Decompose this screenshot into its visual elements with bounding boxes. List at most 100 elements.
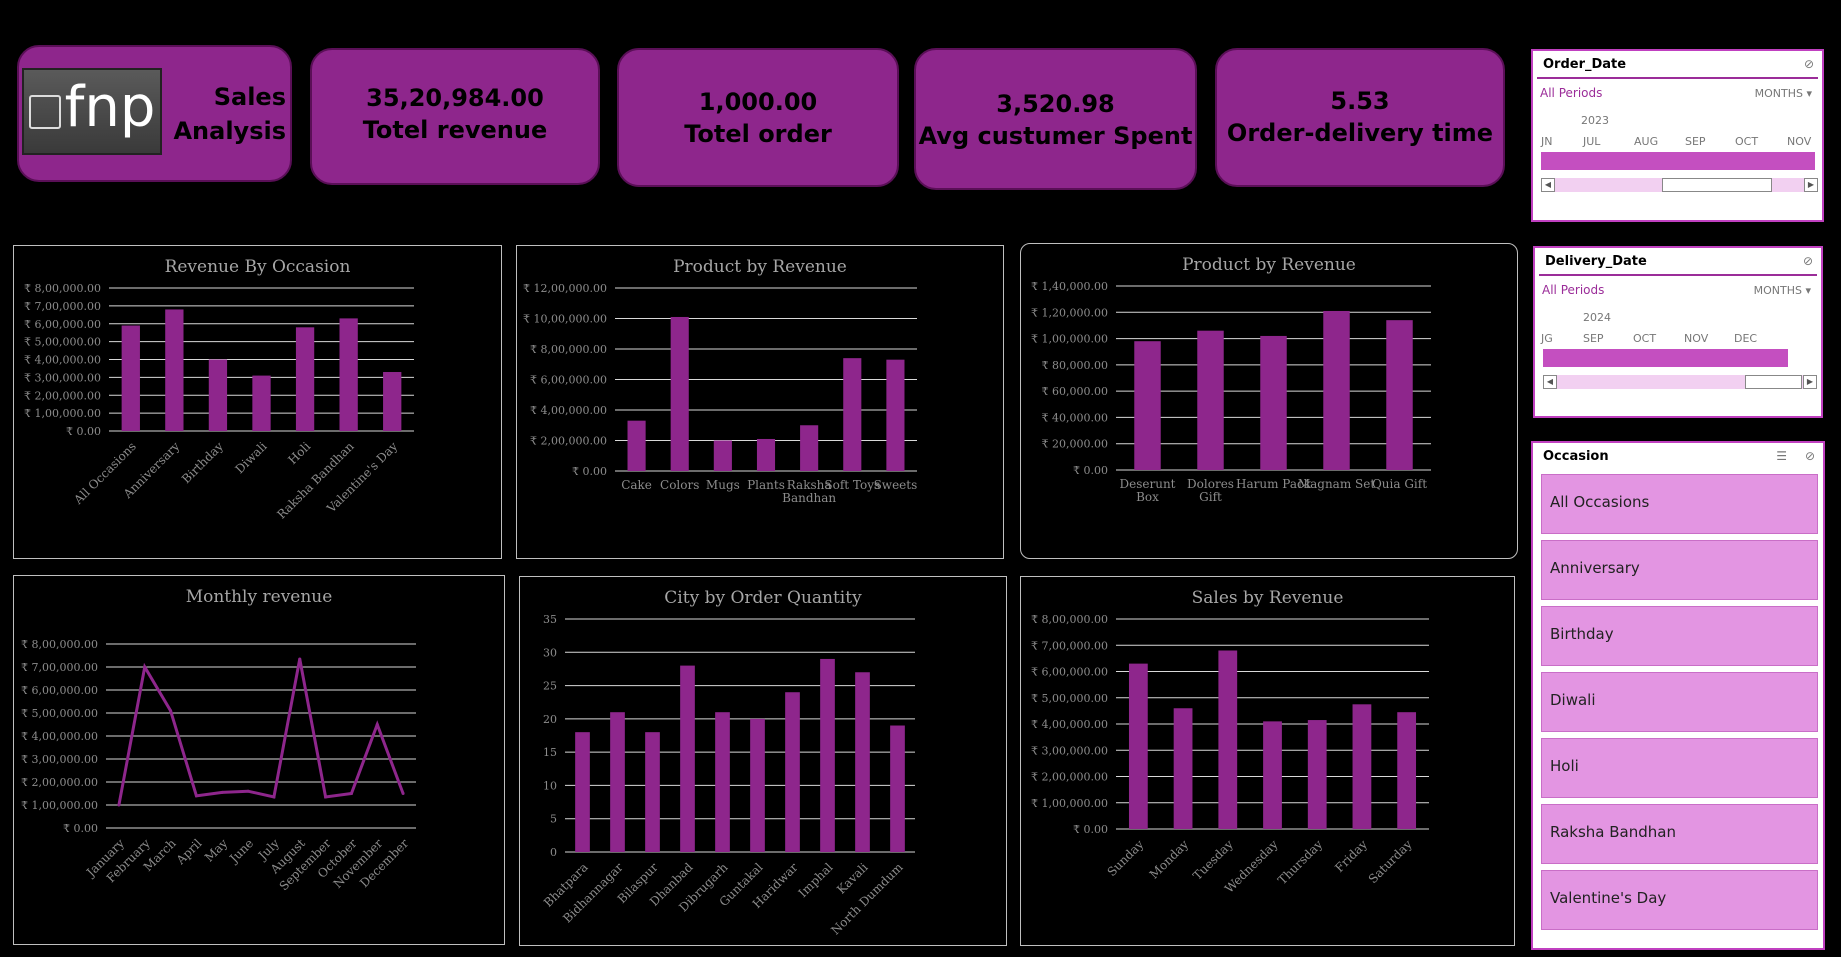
bar — [890, 725, 905, 852]
month-label: JN — [1541, 135, 1553, 148]
occasion-item[interactable]: All Occasions — [1541, 474, 1818, 534]
all-periods-label[interactable]: All Periods — [1542, 283, 1605, 297]
all-periods-label[interactable]: All Periods — [1540, 86, 1603, 100]
x-tick-label: May — [202, 836, 231, 865]
chart-product-by-revenue[interactable]: Product by Revenue ₹ 0.00 ₹ 2,00,000.00 ₹ 4… — [516, 245, 1004, 559]
data-point — [246, 789, 250, 793]
y-tick-label: ₹ 0.00 — [63, 822, 98, 835]
bar — [843, 358, 862, 471]
x-tick-label: Mugs — [706, 478, 740, 492]
bar — [1128, 663, 1148, 829]
scroll-right-icon[interactable]: ▶ — [1803, 375, 1817, 389]
time-level-dropdown[interactable]: MONTHS ▾ — [1754, 284, 1811, 297]
slicer-order-date[interactable]: Order_Date ⊘ All Periods MONTHS ▾ 2023 J… — [1531, 49, 1824, 222]
y-tick-label: ₹ 6,00,000.00 — [21, 684, 98, 697]
y-tick-label: 15 — [543, 746, 557, 759]
data-point — [117, 803, 121, 807]
time-level-label: MONTHS — [1754, 87, 1803, 100]
chevron-down-icon: ▾ — [1805, 284, 1811, 297]
y-tick-label: ₹ 8,00,000.00 — [21, 638, 98, 651]
slicer-occasion[interactable]: Occasion ☰ ⊘ All Occasions Anniversary B… — [1531, 441, 1825, 950]
bar — [121, 325, 140, 431]
timeline-bar[interactable] — [1541, 152, 1815, 170]
clear-filter-icon[interactable]: ⊘ — [1802, 254, 1813, 268]
chart-revenue-by-occasion[interactable]: Revenue By Occasion ₹ 0.00 ₹ 1,00,000.00 ₹ … — [13, 245, 502, 559]
occasion-item[interactable]: Valentine's Day — [1541, 870, 1818, 930]
x-tick-label: Dolores Gift — [1187, 477, 1234, 504]
chart-city-by-order-quantity[interactable]: City by Order Quantity 0 5 10 15 20 25 30 35 Bhat… — [519, 576, 1007, 946]
y-tick-label: ₹ 2,00,000.00 — [21, 776, 98, 789]
occasion-item[interactable]: Birthday — [1541, 606, 1818, 666]
bar — [886, 359, 905, 471]
y-tick-label: ₹ 4,00,000.00 — [21, 730, 98, 743]
title-line1: Sales — [213, 83, 286, 111]
bar — [252, 375, 271, 431]
time-level-label: MONTHS — [1753, 284, 1802, 297]
clear-filter-icon[interactable]: ⊘ — [1804, 449, 1815, 463]
bar — [713, 440, 732, 471]
x-tick-label: Plants — [747, 478, 785, 492]
y-tick-label: ₹ 6,00,000.00 — [530, 374, 607, 387]
slicer-delivery-date[interactable]: Delivery_Date ⊘ All Periods MONTHS ▾ 202… — [1533, 246, 1823, 418]
logo-text: fnp — [64, 75, 156, 140]
bar — [750, 718, 765, 852]
time-level-dropdown[interactable]: MONTHS ▾ — [1755, 87, 1812, 100]
chart-title: Monthly revenue — [186, 587, 333, 607]
kpi-value: 35,20,984.00 — [366, 84, 544, 112]
bar — [208, 359, 228, 431]
data-point — [298, 657, 302, 661]
clear-filter-icon[interactable]: ⊘ — [1803, 57, 1814, 71]
x-tick-label: Monday — [1147, 837, 1192, 882]
x-tick-label: Tuesday — [1190, 837, 1236, 883]
bar — [715, 712, 730, 852]
y-tick-label: ₹ 3,00,000.00 — [1031, 744, 1108, 757]
chart-product-by-revenue-2[interactable]: Product by Revenue ₹ 0.00 ₹ 20,000.00 ₹ 40,… — [1020, 243, 1518, 559]
bar — [1134, 341, 1161, 470]
occasion-item[interactable]: Holi — [1541, 738, 1818, 798]
x-tick-label: Friday — [1332, 837, 1370, 875]
y-tick-label: ₹ 4,00,000.00 — [24, 354, 101, 367]
data-point — [375, 723, 379, 726]
fnp-logo: fnp — [22, 68, 162, 155]
kpi-label: Totel revenue — [362, 116, 548, 144]
y-tick-label: ₹ 0.00 — [572, 465, 607, 478]
bar — [610, 712, 625, 852]
bar — [575, 732, 590, 852]
scroll-right-icon[interactable]: ▶ — [1804, 178, 1818, 192]
multi-select-icon[interactable]: ☰ — [1776, 449, 1787, 463]
data-point — [401, 792, 405, 795]
bar — [680, 665, 695, 852]
data-point — [349, 792, 353, 795]
y-tick-label: ₹ 6,00,000.00 — [24, 318, 101, 331]
y-tick-label: ₹ 10,00,000.00 — [523, 313, 607, 326]
scroll-left-icon[interactable]: ◀ — [1543, 375, 1557, 389]
bar — [295, 327, 315, 431]
y-tick-label: 25 — [543, 680, 557, 693]
bar — [339, 318, 358, 431]
year-label: 2023 — [1581, 114, 1609, 127]
x-tick-label: Colors — [660, 478, 699, 492]
x-tick-label: Harum Pack — [1236, 477, 1312, 491]
occasion-item[interactable]: Raksha Bandhan — [1541, 804, 1818, 864]
chart-monthly-revenue[interactable]: Monthly revenue ₹ 0.00 ₹ 1,00,000.00 ₹ 2,00… — [13, 575, 505, 945]
x-tick-label: Cake — [621, 478, 652, 492]
scroll-thumb[interactable] — [1662, 178, 1772, 192]
scroll-left-icon[interactable]: ◀ — [1541, 178, 1555, 192]
x-tick-label: Raksha Bandhan — [274, 439, 357, 522]
x-tick-label: Soft Toys — [824, 478, 880, 492]
chart-sales-by-revenue[interactable]: Sales by Revenue ₹ 0.00 ₹ 1,00,000.00 ₹ 2,0… — [1020, 576, 1515, 946]
occasion-item[interactable]: Anniversary — [1541, 540, 1818, 600]
scroll-thumb[interactable] — [1745, 375, 1802, 389]
month-label: NOV — [1787, 135, 1812, 148]
timeline-bar[interactable] — [1543, 349, 1788, 367]
bar — [756, 438, 776, 471]
chart-title: Revenue By Occasion — [165, 257, 351, 277]
y-tick-label: ₹ 1,00,000.00 — [1031, 333, 1108, 346]
data-point — [169, 709, 173, 713]
y-tick-label: ₹ 3,00,000.00 — [21, 753, 98, 766]
x-tick-label: Raksha Bandhan — [782, 478, 836, 505]
y-tick-label: ₹ 80,000.00 — [1042, 359, 1108, 372]
x-tick-label: Sweets — [874, 478, 918, 492]
occasion-item[interactable]: Diwali — [1541, 672, 1818, 732]
bar — [785, 692, 800, 852]
